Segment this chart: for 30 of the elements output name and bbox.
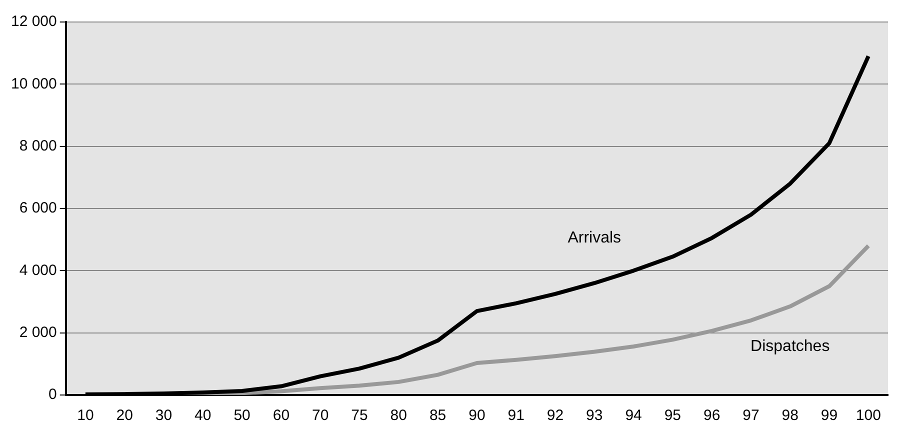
x-tick-label: 50 [234, 407, 250, 424]
x-tick-label: 10 [77, 407, 94, 424]
x-tick-label: 91 [508, 407, 524, 424]
x-tick-label: 85 [429, 407, 446, 424]
x-tick-label: 99 [820, 407, 838, 424]
y-tick-label: 8 000 [19, 137, 57, 154]
x-tick-label: 75 [351, 407, 368, 424]
x-tick-label: 70 [312, 407, 329, 424]
x-tick-label: 40 [194, 407, 212, 424]
x-tick-label: 95 [664, 407, 682, 424]
x-tick-label: 100 [856, 407, 881, 424]
x-tick-label: 94 [625, 407, 642, 424]
x-tick-label: 20 [116, 407, 133, 424]
x-tick-label: 93 [586, 407, 603, 424]
x-tick-label: 60 [272, 407, 290, 424]
x-tick-label: 30 [155, 407, 172, 424]
y-tick-label: 12 000 [10, 13, 57, 30]
x-tick-label: 92 [546, 407, 564, 424]
x-tick-label: 98 [782, 407, 798, 424]
x-tick-label: 80 [390, 407, 407, 424]
y-tick-label: 10 000 [10, 75, 57, 92]
series-label: Dispatches [750, 338, 830, 355]
x-tick-label: 97 [742, 407, 760, 424]
x-tick-label: 96 [703, 407, 720, 424]
y-tick-label: 4 000 [19, 262, 57, 279]
series-label: Arrivals [568, 230, 622, 247]
y-tick-label: 0 [48, 386, 57, 404]
x-tick-label: 90 [468, 407, 486, 424]
y-tick-label: 2 000 [19, 324, 57, 341]
y-tick-label: 6 000 [19, 200, 57, 217]
